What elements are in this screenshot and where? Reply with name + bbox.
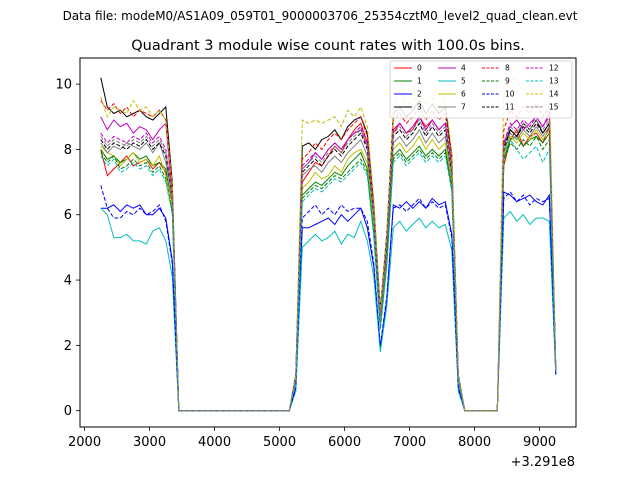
y-tick-label: 4 [64, 274, 72, 289]
x-tick-label: 9000 [523, 435, 556, 450]
legend-label-14: 14 [549, 90, 559, 99]
legend-label-10: 10 [505, 90, 515, 99]
y-axis: 0 2 4 6 8 10 [55, 78, 80, 419]
x-tick-label: 3000 [133, 435, 166, 450]
legend-label-2: 2 [417, 90, 422, 99]
legend-label-11: 11 [505, 103, 515, 112]
legend-label-4: 4 [461, 64, 466, 73]
y-tick-label: 0 [64, 404, 72, 419]
series-layer [100, 76, 557, 412]
chart-title: Quadrant 3 module wise count rates with … [131, 38, 525, 54]
x-tick-label: 5000 [263, 435, 296, 450]
legend-box [389, 60, 573, 119]
legend-label-9: 9 [505, 77, 510, 86]
x-axis: 2000 3000 4000 5000 6000 7000 8000 9000 [68, 427, 556, 450]
x-tick-label: 2000 [68, 435, 101, 450]
x-tick-label: 4000 [198, 435, 231, 450]
y-tick-label: 10 [55, 78, 72, 93]
x-tick-label: 6000 [328, 435, 361, 450]
y-tick-label: 2 [64, 339, 72, 354]
legend-label-0: 0 [417, 64, 422, 73]
legend-label-12: 12 [549, 64, 559, 73]
x-tick-label: 7000 [393, 435, 426, 450]
plot-area [80, 58, 576, 427]
x-offset-label: +3.291e8 [511, 455, 575, 470]
legend-label-8: 8 [505, 64, 510, 73]
legend-label-7: 7 [461, 103, 466, 112]
legend-label-5: 5 [461, 77, 466, 86]
x-tick-label: 8000 [458, 435, 491, 450]
plot-frame [79, 57, 577, 428]
legend-label-6: 6 [461, 90, 466, 99]
legend-label-1: 1 [417, 77, 422, 86]
series-line-15 [100, 118, 557, 412]
y-tick-label: 8 [64, 143, 72, 158]
legend-label-15: 15 [549, 103, 559, 112]
series-line-11 [100, 121, 557, 412]
legend-label-3: 3 [417, 103, 422, 112]
legend-label-13: 13 [549, 77, 559, 86]
y-tick-label: 6 [64, 208, 72, 223]
series-line-14 [100, 76, 557, 412]
figure-suptitle: Data file: modeM0/AS1A09_059T01_90000037… [63, 9, 578, 23]
